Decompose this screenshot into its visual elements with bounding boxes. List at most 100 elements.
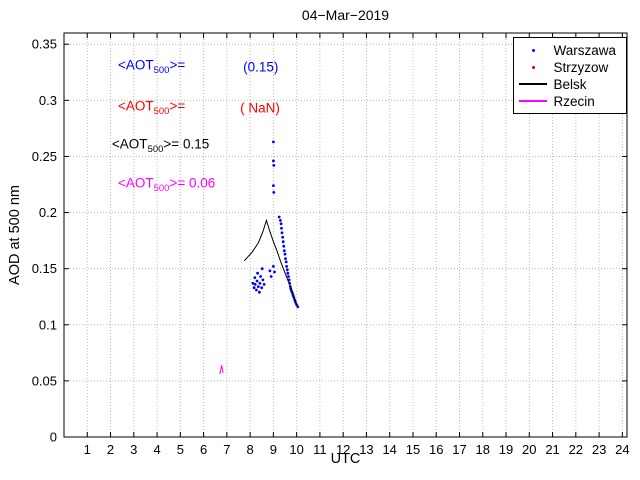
x-tick-label: 17 [452, 442, 466, 457]
x-tick-label: 16 [429, 442, 443, 457]
legend-label: Strzyzow [553, 59, 609, 75]
legend-entry-rzecin: Rzecin [518, 93, 616, 109]
x-tick-label: 19 [499, 442, 513, 457]
x-tick-label: 20 [522, 442, 536, 457]
data-point-warszawa [272, 191, 276, 194]
x-tick-label: 7 [223, 442, 230, 457]
data-point-warszawa [260, 286, 264, 290]
data-point-warszawa [279, 219, 282, 222]
data-point-warszawa [272, 140, 275, 144]
y-tick-label: 0.35 [32, 37, 57, 52]
data-point-warszawa [269, 275, 273, 278]
data-point-warszawa [255, 288, 258, 292]
line-marker-icon [518, 100, 548, 102]
x-tick-label: 11 [313, 442, 327, 457]
data-point-warszawa [258, 281, 262, 285]
legend-label: Warszawa [553, 42, 616, 58]
y-tick-label: 0.05 [32, 373, 57, 388]
data-point-warszawa [280, 231, 284, 235]
x-tick-label: 5 [177, 442, 184, 457]
data-point-warszawa [272, 265, 275, 268]
series-line-belsk [243, 218, 298, 306]
data-point-warszawa [262, 283, 266, 286]
data-point-warszawa [277, 215, 281, 219]
data-point-warszawa [286, 271, 290, 275]
data-point-warszawa [284, 260, 288, 264]
data-point-warszawa [285, 265, 288, 268]
x-tick-label: 23 [592, 442, 606, 457]
x-tick-label: 9 [270, 442, 277, 457]
legend-entry-belsk: Belsk [518, 76, 616, 92]
line-marker-icon [518, 83, 548, 85]
chart-title: 04−Mar−2019 [301, 7, 390, 23]
axes-box [63, 32, 628, 438]
x-tick-label: 10 [289, 442, 303, 457]
x-tick-label: 1 [84, 442, 91, 457]
data-point-warszawa [281, 235, 285, 239]
data-point-warszawa [251, 281, 255, 285]
x-tick-label: 4 [153, 442, 160, 457]
annotation-text: <AOT500>= [117, 57, 186, 76]
y-tick-label: 0.25 [32, 149, 57, 164]
data-point-warszawa [283, 252, 287, 256]
data-point-warszawa [256, 271, 259, 275]
legend-label: Belsk [553, 76, 587, 92]
data-point-warszawa [273, 270, 276, 274]
annotation-text: <AOT500>= 0.06 [117, 174, 216, 194]
x-tick-label: 3 [130, 442, 137, 457]
data-point-warszawa [272, 164, 276, 167]
dot-marker-icon [518, 65, 548, 69]
data-point-warszawa [261, 278, 265, 282]
annotation-text: <AOT500>= [117, 98, 186, 118]
data-point-warszawa [260, 267, 264, 271]
y-tick-label: 0.1 [39, 317, 57, 332]
x-tick-label: 8 [246, 442, 253, 457]
data-point-warszawa [279, 222, 283, 226]
y-tick-label: 0.15 [32, 261, 57, 276]
data-point-warszawa [259, 275, 262, 278]
legend: Warszawa Strzyzow Belsk Rzecin [513, 37, 627, 114]
data-point-warszawa [285, 268, 289, 272]
annotation-text: ( NaN) [240, 100, 280, 116]
data-point-warszawa [282, 244, 286, 248]
y-tick-label: 0 [50, 430, 57, 445]
x-tick-label: 18 [476, 442, 490, 457]
annotation-text: <AOT500>= 0.15 [111, 136, 210, 156]
y-tick-label: 0.2 [39, 205, 57, 220]
series-line-rzecin [219, 365, 224, 375]
data-point-warszawa [287, 275, 290, 278]
data-point-warszawa [284, 257, 287, 260]
x-tick-label: 13 [359, 442, 373, 457]
data-point-warszawa [253, 276, 257, 279]
data-point-warszawa [281, 240, 285, 244]
data-point-warszawa [268, 269, 272, 273]
data-point-warszawa [258, 290, 261, 294]
data-point-warszawa [252, 286, 256, 290]
x-tick-label: 12 [336, 442, 350, 457]
x-tick-label: 22 [569, 442, 583, 457]
data-point-warszawa [272, 184, 275, 188]
data-point-warszawa [296, 305, 300, 309]
y-axis-label: AOD at 500 nm [7, 185, 23, 285]
x-tick-label: 24 [615, 442, 629, 457]
data-point-warszawa [256, 285, 260, 288]
dot-marker-icon [518, 48, 548, 52]
y-tick-label: 0.3 [39, 93, 57, 108]
legend-entry-strzyzow: Strzyzow [518, 59, 616, 75]
data-point-warszawa [255, 279, 259, 283]
x-tick-label: 6 [200, 442, 207, 457]
x-tick-label: 2 [107, 442, 114, 457]
legend-label: Rzecin [553, 93, 595, 109]
x-axis-label: UTC [330, 451, 361, 467]
legend-entry-warszawa: Warszawa [518, 42, 616, 58]
data-point-warszawa [253, 283, 257, 286]
x-tick-label: 21 [545, 442, 559, 457]
data-point-warszawa [272, 159, 275, 163]
annotation-text: (0.15) [243, 58, 279, 74]
data-point-warszawa [280, 226, 283, 230]
x-tick-label: 15 [406, 442, 420, 457]
x-tick-label: 14 [382, 442, 396, 457]
data-point-warszawa [282, 249, 286, 253]
